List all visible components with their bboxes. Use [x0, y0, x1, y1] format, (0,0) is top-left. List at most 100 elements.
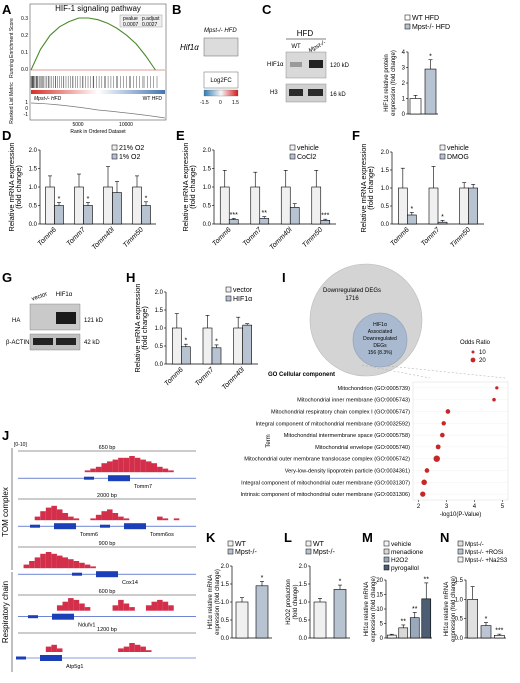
panel-e-bar-chart: 0.00.51.01.52.0*** ** ***Tomm6 Tomm7 Tomm40l… [181, 142, 336, 252]
y-tick-label: 1.0 [155, 326, 164, 332]
heatmap-legend-tick: 1.5 [232, 100, 239, 106]
coverage-bar [95, 466, 102, 473]
y-axis-label: expression (fold change) [391, 50, 397, 116]
blot-kd: 16 kD [330, 92, 346, 98]
bar [172, 327, 182, 365]
blot-lane-label: vector [31, 291, 48, 302]
bar [398, 187, 408, 225]
gene-label: Tomm7 [134, 484, 152, 490]
bar [494, 634, 505, 639]
legend-label: H2O2 [391, 557, 408, 564]
venn-outer-title: Downregulated DEGs [323, 288, 381, 294]
coverage-bar [107, 461, 113, 473]
y-tick-label: 2.0 [203, 148, 212, 154]
track-scale-label: 2000 bp [97, 493, 117, 499]
blot-kd: 121 kD [84, 318, 104, 324]
coverage-bar [40, 511, 46, 521]
go-dot [420, 491, 426, 497]
legend-label: WT HFD [412, 15, 439, 22]
y-axis-label: Hif1α relative mRNA [208, 575, 214, 629]
significance-star: * [261, 575, 264, 582]
coverage-bar [112, 605, 119, 611]
go-dot [445, 409, 451, 414]
bar [132, 186, 142, 225]
blot-row-label: β-ACTIN [6, 340, 29, 346]
y-axis-label: Hif1α relative mRNA [364, 582, 370, 636]
coverage-bar [56, 648, 63, 652]
y-tick-label: 2.0 [155, 290, 164, 296]
legend-label: menadione [391, 549, 424, 556]
significance-star: * [87, 196, 90, 203]
y-tick-label: 0.5 [221, 618, 230, 624]
legend-swatch [289, 153, 296, 160]
odds-title: Odds Ratio [460, 340, 491, 346]
coverage-bar [101, 463, 107, 473]
bar [250, 186, 261, 225]
coverage-bar [84, 470, 91, 473]
panel-m-bar-chart: 0 5 10 15 20 ** ** ** Hif1α relative mRNA express… [364, 540, 432, 642]
gsea-ylabel-bottom: Ranked List Metric [9, 82, 15, 124]
bar [228, 219, 239, 225]
y-axis-label: (fold change) [293, 584, 299, 619]
x-tick-label: Tomm6 [163, 366, 184, 387]
y-tick-label: 0.5 [203, 204, 212, 210]
coverage-bar [95, 514, 102, 521]
significance-star: ** [401, 618, 407, 625]
bar [54, 205, 64, 225]
blot-h3-membrane [285, 83, 327, 103]
go-dot [492, 397, 496, 402]
bar [313, 601, 327, 639]
y-tick-label: 0.5 [299, 618, 308, 624]
panel-c-bar-chart: 0 1 2 3 4 * HIF1α relative protein expression (… [384, 14, 450, 118]
legend-label: 1% O2 [119, 154, 141, 161]
panel-letter-c: C [262, 2, 272, 17]
coverage-bar [140, 459, 146, 473]
go-term-label: Mitochondrial outer membrane translocase… [244, 457, 410, 463]
legend-swatch [305, 540, 312, 547]
bar [409, 98, 422, 115]
gene-exon [96, 571, 118, 578]
go-term-label: Mitochondrial envelope (GO:0005740) [315, 445, 410, 451]
blot-band [56, 312, 76, 324]
coverage-bar [129, 456, 135, 473]
coverage-bar [23, 564, 30, 569]
gene-label: Tomm6 [80, 532, 98, 538]
y-tick-label: 1.5 [155, 308, 164, 314]
bar [259, 218, 270, 225]
y-axis-label: (fold change) [140, 306, 149, 350]
legend-swatch [457, 540, 464, 547]
panel-i-venn: Downregulated DEGs 1716 HIF1α Associated… [268, 263, 506, 379]
x-tick-label: Tomm40l [221, 366, 246, 391]
gsea-stat-header-1: pvalue [123, 16, 138, 22]
track: 900 bp Cox14 [18, 541, 196, 586]
coverage-bar [62, 557, 69, 569]
panel-letter-n: N [440, 530, 449, 545]
x-tick-label: Tomm7 [420, 226, 442, 248]
y-tick-label: 0.0 [29, 222, 38, 228]
coverage-bar [134, 644, 141, 652]
coverage-bar [118, 599, 124, 611]
gsea-stat-header-2: p.adjust [142, 16, 160, 22]
coverage-bar [90, 468, 96, 473]
gene-exon [40, 655, 62, 661]
odds-legend-small [471, 350, 475, 354]
legend-swatch [227, 548, 234, 555]
gene-label: Cox14 [122, 580, 138, 586]
legend-swatch [439, 153, 446, 160]
panel-l-bar-chart: 0.0 0.5 1.0 1.5 2.0 * H2O2 production (fold cha… [286, 540, 350, 642]
panel-letter-a: A [2, 2, 12, 17]
bar [468, 187, 478, 225]
coverage-bar [118, 516, 124, 521]
gsea-ytick: 0.3 [21, 16, 28, 22]
track-scale-label: 650 bp [99, 445, 116, 451]
go-dot [441, 421, 446, 426]
legend-label: vector [233, 287, 253, 294]
heatmap-row-label: Hif1α [180, 43, 199, 52]
legend-swatch [225, 286, 232, 293]
coverage-bar [62, 513, 69, 521]
y-tick-label: 1.5 [203, 167, 212, 173]
track: 1200 bp Atp5g1 [16, 627, 196, 670]
y-tick-label: 5 [380, 622, 384, 628]
x-tick-label: Timm50 [122, 226, 145, 249]
